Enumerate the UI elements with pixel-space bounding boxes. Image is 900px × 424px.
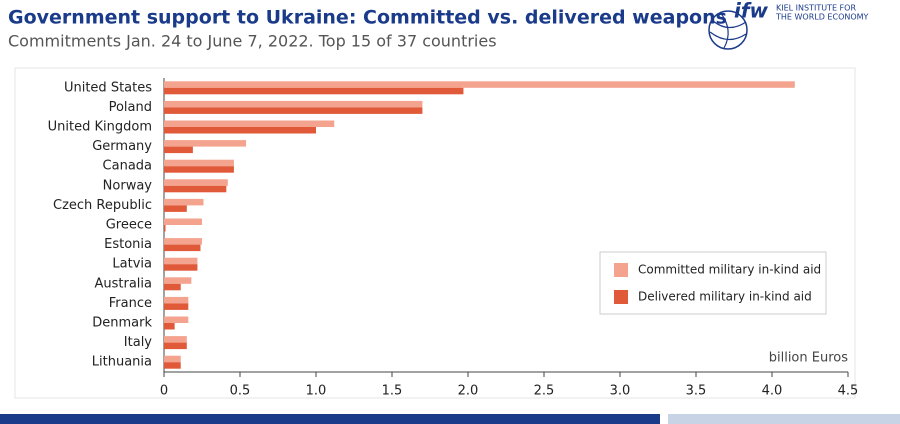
bar xyxy=(164,159,234,167)
y-tick-label: Lithuania xyxy=(92,355,152,370)
bar xyxy=(164,127,316,134)
y-tick-label: Greece xyxy=(106,218,152,233)
bar xyxy=(164,244,201,252)
x-tick-label: 4.5 xyxy=(838,384,859,399)
bar xyxy=(164,355,181,363)
y-tick-label: Denmark xyxy=(92,316,152,331)
bar xyxy=(164,336,187,343)
legend-swatch xyxy=(614,290,628,304)
bar xyxy=(164,166,234,173)
y-tick-label: Latvia xyxy=(112,257,152,272)
bar xyxy=(164,342,187,350)
y-tick-label: Poland xyxy=(109,100,152,115)
y-tick-label: United States xyxy=(64,80,152,95)
y-tick-label: Germany xyxy=(92,139,152,154)
x-tick-label: 0 xyxy=(160,384,168,399)
bar xyxy=(164,185,227,193)
bar xyxy=(164,277,192,284)
logo-text: THE WORLD ECONOMY xyxy=(775,13,869,22)
bar xyxy=(164,316,189,323)
bar xyxy=(164,100,423,108)
x-tick-label: 2.0 xyxy=(458,384,479,399)
bar xyxy=(164,218,202,225)
bar xyxy=(164,257,198,265)
x-tick-label: 1.5 xyxy=(382,384,403,399)
bar xyxy=(164,81,795,88)
bar xyxy=(164,238,202,245)
bar xyxy=(164,323,175,330)
legend-swatch xyxy=(614,263,628,277)
legend-label: Delivered military in-kind aid xyxy=(638,290,812,304)
x-tick-label: 0.5 xyxy=(230,384,251,399)
bar xyxy=(164,225,166,232)
footer-bar xyxy=(668,414,900,424)
bar xyxy=(164,179,228,186)
bar xyxy=(164,198,204,206)
bar xyxy=(164,362,181,369)
plot-frame xyxy=(14,67,856,399)
logo-globe xyxy=(708,10,748,50)
y-tick-label: Italy xyxy=(124,335,153,350)
y-tick-label: Czech Republic xyxy=(53,198,152,213)
x-axis-label: billion Euros xyxy=(769,351,848,366)
y-tick-label: United Kingdom xyxy=(48,120,152,135)
bar xyxy=(164,205,187,212)
bar xyxy=(164,107,423,114)
x-tick-label: 2.5 xyxy=(534,384,555,399)
logo: ifw KIEL INSTITUTE FOR THE WORLD ECONOMY xyxy=(708,0,869,50)
bar xyxy=(164,87,464,95)
legend-label: Committed military in-kind aid xyxy=(638,263,821,277)
bar xyxy=(164,296,189,304)
bar xyxy=(164,140,247,147)
bar xyxy=(164,264,198,271)
chart-subtitle: Commitments Jan. 24 to June 7, 2022. Top… xyxy=(8,32,497,51)
x-tick-label: 4.0 xyxy=(762,384,783,399)
y-tick-label: Canada xyxy=(103,159,152,174)
y-tick-label: Estonia xyxy=(104,237,152,252)
logo-lines xyxy=(709,11,747,49)
bar xyxy=(164,303,189,310)
bar xyxy=(164,283,181,291)
x-tick-label: 3.5 xyxy=(686,384,707,399)
bar xyxy=(164,146,193,154)
bar xyxy=(164,120,335,127)
x-tick-label: 3.0 xyxy=(610,384,631,399)
x-tick-label: 1.0 xyxy=(306,384,327,399)
chart-title: Government support to Ukraine: Committed… xyxy=(8,7,727,29)
footer-bar xyxy=(0,414,660,424)
logo-mark: ifw xyxy=(734,0,769,23)
y-tick-label: France xyxy=(109,296,152,311)
y-tick-label: Norway xyxy=(103,178,153,193)
legend-box xyxy=(599,251,827,315)
y-tick-label: Australia xyxy=(94,276,152,291)
logo-text: KIEL INSTITUTE FOR xyxy=(776,4,856,13)
